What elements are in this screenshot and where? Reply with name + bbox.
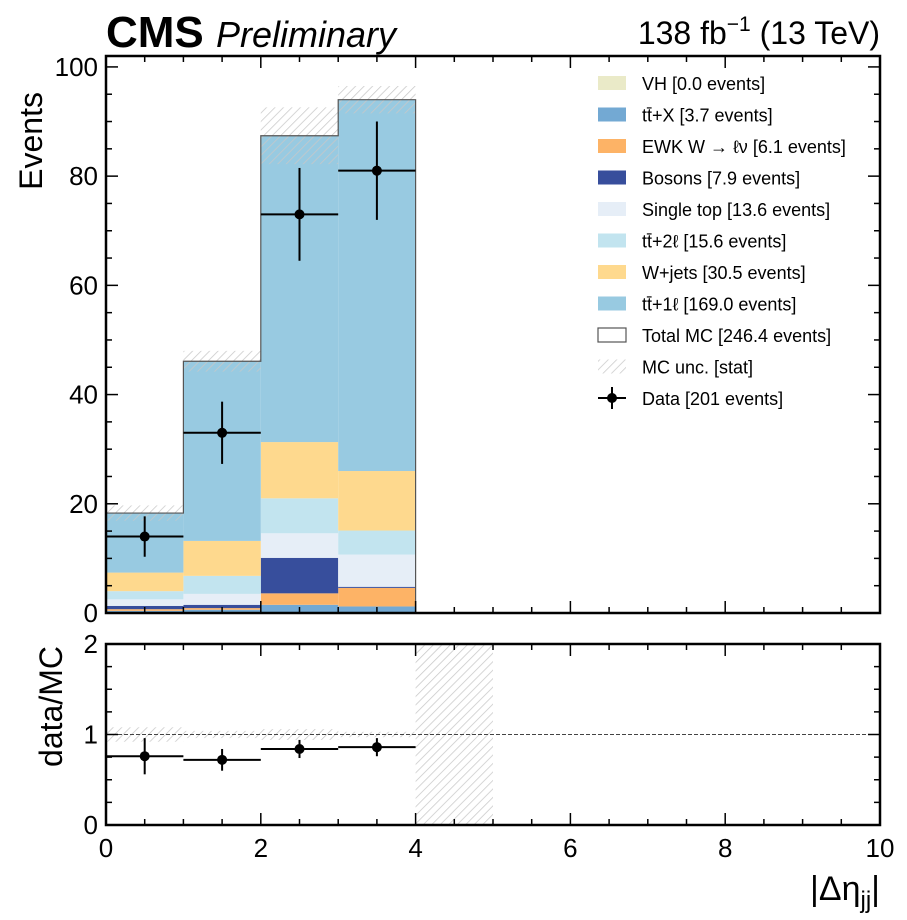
- lumi-label: 138 fb−1 (13 TeV): [638, 13, 880, 51]
- legend-label-6: W+jets [30.5 events]: [642, 263, 806, 283]
- data-point-0: [139, 531, 150, 542]
- legend-swatch-total-mc: [597, 327, 627, 343]
- legend-swatch-7: [598, 296, 626, 311]
- main-ytick-label: 0: [84, 598, 98, 628]
- ratio-xtick-label: 0: [99, 833, 113, 863]
- legend-swatch-0: [598, 76, 626, 90]
- stack-bar-2-bin-2: [260, 557, 339, 594]
- legend-swatch-1: [598, 107, 626, 122]
- ratio-points: [106, 738, 416, 775]
- data-points: [106, 121, 416, 557]
- preliminary-label: Preliminary: [216, 14, 398, 55]
- stack-bar-4-bin-0: [106, 591, 184, 600]
- ratio-y-axis-label: data/MC: [33, 646, 69, 767]
- legend-label-2: EWK W → ℓν [6.1 events]: [642, 137, 846, 157]
- ratio-ytick-label: 1: [84, 720, 98, 750]
- ratio-ytick-label: 2: [84, 629, 98, 659]
- stack-bar-4-bin-3: [338, 530, 416, 555]
- ratio-xtick-label: 8: [718, 833, 732, 863]
- ratio-point-1: [217, 754, 228, 765]
- stack-bar-5-bin-1: [183, 540, 261, 576]
- legend-label-8: Total MC [246.4 events]: [642, 326, 831, 346]
- ratio-xtick-label: 2: [254, 833, 268, 863]
- main-ytick-label: 40: [69, 380, 98, 410]
- stack-bar-2-bin-3: [338, 586, 416, 588]
- total-mc-line: [106, 99, 417, 613]
- cms-label: CMS: [106, 8, 204, 57]
- main-plot-frame: [104, 54, 882, 615]
- legend-swatch-3: [598, 170, 626, 185]
- legend-label-7: tt̄+1ℓ [169.0 events]: [642, 295, 796, 315]
- ratio-plot-frame: [104, 642, 882, 827]
- legend-label-0: VH [0.0 events]: [642, 74, 765, 94]
- data-point-3: [371, 165, 382, 176]
- y-axis-label: Events: [13, 92, 49, 190]
- data-point-2: [294, 209, 305, 220]
- stack-bar-3-bin-0: [106, 599, 184, 606]
- ratio-xtick-label: 4: [408, 833, 422, 863]
- energy-label: (13 TeV): [760, 15, 880, 51]
- legend-label-4: Single top [13.6 events]: [642, 200, 830, 220]
- legend-swatch-4: [598, 202, 626, 216]
- stack-bar-4-bin-2: [260, 498, 339, 534]
- ratio-ytick-label: 0: [84, 810, 98, 840]
- x-axis-label-close: |: [871, 870, 880, 908]
- ratio-point-2: [294, 743, 305, 754]
- stack-bar-5-bin-0: [106, 572, 184, 592]
- stack-bar-2-bin-1: [183, 604, 261, 609]
- stack-bar-4-bin-1: [183, 575, 261, 594]
- lumi-exponent: −1: [727, 13, 751, 36]
- legend-label-5: tt̄+2ℓ [15.6 events]: [642, 232, 786, 252]
- stack-bar-3-bin-1: [183, 593, 261, 605]
- main-ytick-label: 60: [69, 270, 98, 300]
- main-ytick-label: 80: [69, 161, 98, 191]
- stack-bar-5-bin-2: [260, 442, 339, 499]
- legend: VH [0.0 events] tt̄+X [3.7 events] EWK W →…: [597, 74, 846, 409]
- x-axis-label-sub: jj: [859, 887, 871, 914]
- total-mc-outline: [106, 99, 417, 613]
- data-point-1: [217, 427, 228, 438]
- legend-swatch-2: [598, 139, 626, 153]
- main-ytick-label: 20: [69, 489, 98, 519]
- ratio-xtick-label: 10: [866, 833, 895, 863]
- legend-data-marker: [607, 393, 617, 403]
- legend-label-3: Bosons [7.9 events]: [642, 169, 800, 189]
- lumi-energy: [751, 15, 760, 51]
- legend-label-1: tt̄+X [3.7 events]: [642, 106, 773, 126]
- legend-swatch-5: [598, 233, 626, 248]
- stack-bar-1-bin-2: [260, 593, 339, 605]
- stack-bar-1-bin-3: [338, 587, 416, 607]
- ratio-xtick-label: 6: [563, 833, 577, 863]
- ratio-point-0: [139, 751, 150, 762]
- stack-bar-3-bin-3: [338, 554, 416, 587]
- legend-swatch-mc-unc: [598, 359, 626, 374]
- x-axis-label: |Δηjj|: [810, 870, 880, 914]
- lumi-value: 138 fb: [638, 15, 727, 51]
- ratio-point-3: [371, 742, 382, 753]
- legend-label-10: Data [201 events]: [642, 389, 783, 409]
- legend-swatch-6: [598, 265, 626, 279]
- main-ytick-label: 100: [55, 52, 98, 82]
- stack-bar-3-bin-2: [260, 533, 339, 558]
- legend-label-9: MC unc. [stat]: [642, 358, 753, 378]
- x-axis-label-main: |Δη: [810, 870, 860, 908]
- stack-bar-5-bin-3: [338, 471, 416, 531]
